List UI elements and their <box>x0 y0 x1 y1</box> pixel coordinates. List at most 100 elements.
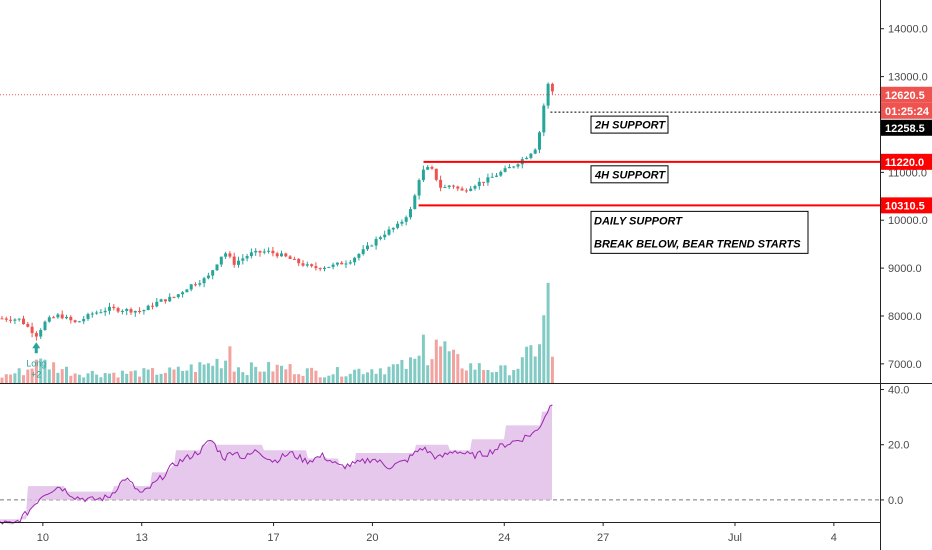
volume-bar <box>120 370 124 383</box>
candle-body <box>538 132 541 150</box>
candle-body <box>503 168 507 172</box>
volume-bar <box>86 373 90 383</box>
volume-bar <box>503 365 507 383</box>
label-daily-note-box <box>590 210 809 254</box>
candle-body <box>172 296 176 298</box>
volume-bar <box>529 345 533 383</box>
candle-body <box>151 305 154 307</box>
candle-body <box>245 256 249 259</box>
candle-body <box>507 166 511 169</box>
volume-bar <box>181 370 185 383</box>
volume-bar <box>305 368 309 383</box>
candle-body <box>469 188 473 191</box>
volume-bar <box>112 372 116 383</box>
candle-body <box>335 262 339 265</box>
candle-body <box>211 270 215 276</box>
tag-last-price-bg <box>881 86 932 103</box>
candle-body <box>47 317 51 322</box>
volume-bar <box>331 374 335 383</box>
volume-bar <box>241 372 245 383</box>
tag-marked-price-text: 12258.5 <box>885 123 925 135</box>
candle-body <box>73 320 77 323</box>
date-tick-label: 4 <box>831 532 837 544</box>
candle-body <box>464 190 468 192</box>
date-tick-label: 10 <box>37 532 49 544</box>
candle-body <box>323 267 326 270</box>
candle-body <box>387 229 391 235</box>
candle-body <box>280 253 283 257</box>
candle-body <box>460 188 464 191</box>
volume-bar <box>176 366 180 383</box>
candle-body <box>142 310 146 312</box>
candle-body <box>417 180 421 196</box>
candle-body <box>344 263 348 265</box>
candle-body <box>0 318 4 320</box>
candle-body <box>138 310 142 312</box>
volume-bar <box>353 369 357 383</box>
volume-bar <box>344 376 348 383</box>
volume-bar <box>202 364 206 383</box>
candle-body <box>9 319 13 321</box>
candle-body <box>163 299 167 302</box>
volume-bar <box>486 369 490 383</box>
candle-body <box>275 253 279 257</box>
candle-body <box>353 257 357 263</box>
candle-body <box>477 181 481 186</box>
candle-body <box>550 83 554 92</box>
tag-4h-support: 11220.0 <box>881 153 932 170</box>
date-tick-label: 20 <box>366 532 378 544</box>
volume-bar <box>60 369 64 383</box>
volume-bar <box>301 375 305 383</box>
candle-body <box>473 185 477 189</box>
candle-body <box>490 176 494 178</box>
volume-bar <box>378 368 382 383</box>
volume-bar <box>206 363 210 383</box>
volume-bar <box>215 358 219 383</box>
candle-body <box>22 318 25 325</box>
volume-bar <box>383 374 387 383</box>
tag-daily-support-bg <box>881 197 932 214</box>
candle-body <box>26 324 30 327</box>
candle-body <box>404 217 408 222</box>
label-2h-support-box <box>590 115 669 134</box>
volume-bar <box>65 366 68 383</box>
tag-daily-support: 10310.5 <box>881 197 932 214</box>
candle-body <box>17 318 21 320</box>
candle-body <box>125 309 129 312</box>
candle-body <box>112 306 116 309</box>
volume-bar <box>361 374 365 383</box>
volume-bar <box>400 359 404 383</box>
volume-bar <box>512 370 516 383</box>
volume-bar <box>30 368 34 383</box>
candle-body <box>30 326 34 334</box>
candle-body <box>447 185 451 188</box>
volume-bar <box>495 371 498 383</box>
volume-bar <box>520 357 524 383</box>
candle-body <box>181 292 185 295</box>
volume-bar <box>477 363 481 383</box>
tag-countdown-bg <box>881 102 932 119</box>
volume-bar <box>26 369 30 383</box>
volume-bar <box>108 373 111 383</box>
candle-body <box>499 171 503 176</box>
volume-bar <box>9 374 13 383</box>
volume-bar <box>211 365 215 383</box>
candle-body <box>185 289 189 293</box>
volume-bar <box>73 373 77 383</box>
tag-countdown: 01:25:24 <box>881 102 932 119</box>
candle-body <box>525 157 529 160</box>
candle-body <box>482 181 486 183</box>
osc-tick-label: 20.0 <box>888 440 909 452</box>
price-tick-label: 8000.0 <box>888 311 922 323</box>
candle-body <box>82 318 86 322</box>
volume-bar <box>292 374 296 383</box>
candle-body <box>224 253 228 257</box>
osc-tick-label: 40.0 <box>888 385 909 397</box>
candle-body <box>391 227 395 230</box>
volume-bar <box>237 367 240 383</box>
date-tick-label: 17 <box>267 532 279 544</box>
date-tick-label: 27 <box>597 532 609 544</box>
volume-bar <box>194 372 197 383</box>
candle-body <box>176 294 180 298</box>
